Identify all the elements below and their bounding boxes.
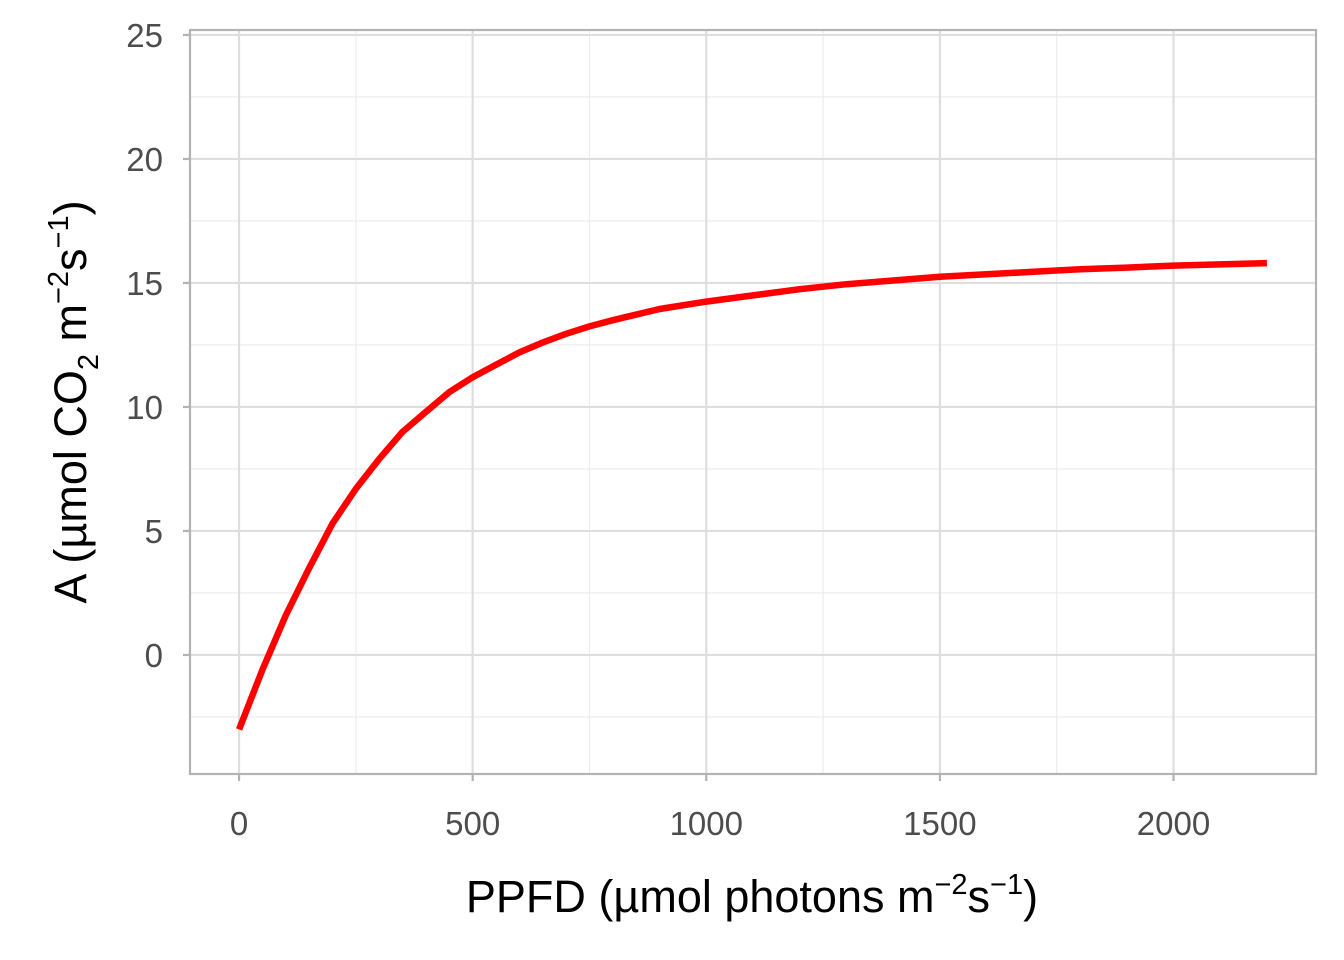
y-tick-label: 10 <box>126 389 163 426</box>
y-tick-label: 5 <box>145 513 163 550</box>
major-gridlines <box>190 30 1316 774</box>
axis-ticks <box>183 33 1175 781</box>
plot-background <box>190 30 1316 774</box>
y-axis-title: A (µmol CO2 m−2s−1) <box>43 200 105 603</box>
y-axis-title-unit1: m <box>45 304 96 354</box>
y-tick-label: 25 <box>126 17 163 54</box>
y-axis-title-mu: µ <box>45 523 96 549</box>
x-tick-label: 1000 <box>670 805 743 842</box>
x-axis-title: PPFD (µmol photons m−2s−1) <box>466 869 1038 922</box>
x-axis-title-main: mol photons m <box>639 871 934 922</box>
x-axis-title-mu: µ <box>613 871 639 922</box>
x-tick-labels: 0 500 1000 1500 2000 <box>230 805 1210 842</box>
x-axis-title-suffix: ) <box>1023 871 1038 922</box>
y-axis-title-main: mol CO <box>45 370 96 523</box>
y-axis-title-prefix: A ( <box>45 549 96 604</box>
series-layer <box>236 259 1267 731</box>
y-tick-labels: 0 5 10 15 20 25 <box>126 17 163 674</box>
y-axis-title-suffix: ) <box>45 200 96 215</box>
x-tick-label: 2000 <box>1137 805 1210 842</box>
y-axis-title-exp1: −2 <box>43 271 75 304</box>
series-line <box>236 259 1267 731</box>
y-tick-label: 0 <box>145 637 163 674</box>
y-axis-title-exp2: −1 <box>43 215 75 248</box>
x-tick-label: 0 <box>230 805 248 842</box>
minor-gridlines <box>190 30 1316 774</box>
x-axis-title-unit2: s <box>968 871 991 922</box>
x-tick-label: 1500 <box>903 805 976 842</box>
x-axis-title-exp2: −1 <box>990 869 1023 901</box>
plot-border <box>188 28 1318 776</box>
x-tick-label: 500 <box>445 805 500 842</box>
y-tick-label: 15 <box>126 265 163 302</box>
y-tick-label: 20 <box>126 141 163 178</box>
x-axis-title-exp1: −2 <box>934 869 967 901</box>
y-axis-title-sub: 2 <box>73 354 105 370</box>
x-axis-title-prefix: PPFD ( <box>466 871 614 922</box>
y-axis-title-unit2: s <box>45 248 96 271</box>
